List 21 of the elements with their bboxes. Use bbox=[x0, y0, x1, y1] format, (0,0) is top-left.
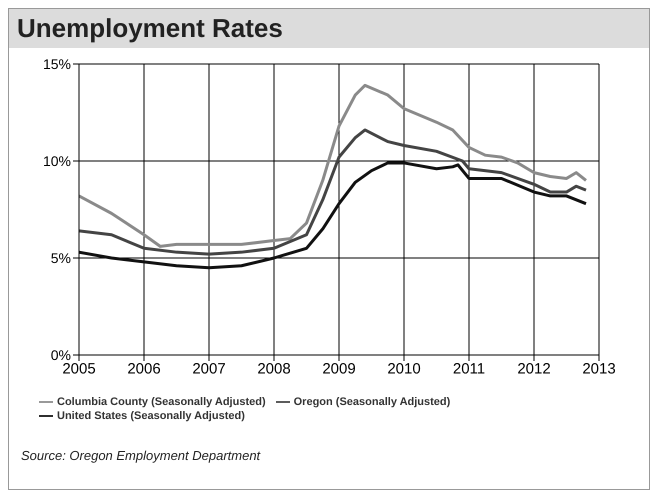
x-tick-label: 2005 bbox=[62, 360, 96, 378]
line-series bbox=[79, 161, 588, 270]
line-series bbox=[79, 128, 588, 256]
legend-label: Columbia County (Seasonally Adjusted) bbox=[57, 396, 266, 408]
y-tick-label: 5% bbox=[50, 250, 71, 266]
chart-title: Unemployment Rates bbox=[9, 9, 649, 48]
x-tick-label: 2013 bbox=[582, 360, 616, 378]
legend-label: United States (Seasonally Adjusted) bbox=[57, 410, 245, 422]
x-tick-label: 2010 bbox=[387, 360, 421, 378]
source-note: Source: Oregon Employment Department bbox=[20, 447, 262, 463]
x-tick-label: 2006 bbox=[127, 360, 161, 378]
x-tick-label: 2009 bbox=[322, 360, 356, 378]
legend-label: Oregon (Seasonally Adjusted) bbox=[294, 396, 450, 408]
y-tick-label: 0% bbox=[50, 346, 71, 363]
x-tick-label: 2008 bbox=[257, 360, 291, 378]
x-tick-label: 2011 bbox=[452, 360, 486, 378]
x-tick-label: 2007 bbox=[192, 360, 226, 378]
line-series bbox=[79, 84, 588, 248]
y-tick-label: 10% bbox=[42, 152, 71, 169]
x-tick-label: 2012 bbox=[517, 360, 551, 378]
y-tick-label: 15% bbox=[42, 56, 71, 72]
